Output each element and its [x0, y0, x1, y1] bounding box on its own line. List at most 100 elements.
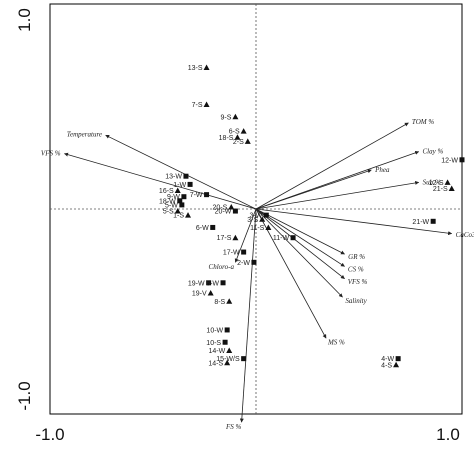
site-marker-triangle [185, 212, 192, 218]
site-label: 10-W [206, 327, 223, 334]
env-vector-arrow [255, 122, 409, 210]
env-vector-arrow [255, 208, 345, 267]
site-label: 1-W [173, 182, 186, 189]
site-marker-triangle [224, 359, 231, 366]
site-marker-triangle [174, 208, 181, 214]
site-marker-triangle [259, 216, 266, 222]
site-label: 6-S [229, 129, 240, 136]
env-vectors: TOM % Clay % Phea Sub % CaCo3 % GR % CS % VFS %… [41, 118, 474, 431]
y-tick-label: -1.0 [15, 381, 34, 410]
env-vector-arrow [255, 208, 345, 280]
site-label: 20-W [215, 209, 232, 216]
y-tick-label: 1.0 [15, 8, 34, 32]
env-vector-label: Sub % [423, 179, 441, 187]
site-label: 14-S [208, 360, 223, 367]
env-vector-label: Salinity [345, 297, 367, 305]
site-marker-triangle [203, 101, 210, 107]
env-vector-label: VFS % [41, 150, 61, 158]
env-vector-arrow [255, 180, 420, 210]
site-label: 5-W [165, 202, 178, 209]
site-label: 17-W [223, 250, 240, 257]
site-marker-square [263, 212, 269, 218]
env-vector-arrow [105, 134, 257, 210]
site-marker-square [179, 202, 185, 208]
env-vector-label: FS % [225, 423, 242, 431]
env-vector-label: VFS % [348, 278, 368, 286]
site-marker-square [181, 194, 187, 200]
env-vector-arrow [239, 208, 257, 423]
site-label: 18-W [159, 198, 176, 205]
env-vector-label: Temperature [67, 130, 102, 138]
site-label: 4-S [381, 362, 392, 369]
env-vector-arrow [64, 152, 257, 210]
site-marker-square [220, 280, 226, 286]
env-vector-arrow [255, 208, 345, 255]
env-vector-arrow [255, 208, 453, 236]
site-label: 2-W [237, 260, 250, 267]
site-label: 16-S [159, 188, 174, 195]
site-marker-square [430, 218, 436, 224]
site-marker-triangle [244, 138, 251, 144]
site-marker-triangle [265, 224, 272, 230]
site-label: 14-W [208, 348, 225, 355]
site-label: 13-S [188, 65, 203, 72]
site-marker-square [290, 235, 296, 241]
site-label: 5-S [163, 209, 174, 216]
site-points: 13-S 7-S 9-S 6-S18-S2-S 13-W1-W16-S 7-W 9-W18-… [159, 64, 465, 369]
site-marker-square [251, 259, 257, 265]
env-vector-arrow [255, 169, 372, 210]
env-vector-label: Phea [374, 166, 390, 174]
env-vector-label: GR % [348, 253, 365, 261]
site-label: 21-W [412, 219, 429, 226]
site-marker-square [210, 224, 216, 230]
site-marker-square [241, 356, 247, 362]
env-vector-label: CS % [348, 266, 364, 274]
site-label: 10-S [206, 340, 221, 347]
site-marker-square [222, 339, 228, 345]
site-marker-triangle [444, 179, 451, 185]
site-marker-triangle [234, 134, 241, 140]
env-vector-label: TOM % [412, 118, 434, 126]
site-label: 12-W [441, 157, 458, 164]
site-label: 2-S [233, 139, 244, 146]
site-marker-square [183, 173, 189, 179]
site-label: 3-W [249, 213, 262, 220]
site-marker-triangle [240, 128, 247, 134]
site-label: 1-S [173, 213, 184, 220]
site-marker-triangle [226, 347, 233, 353]
site-marker-square [232, 208, 238, 214]
x-tick-label: -1.0 [35, 425, 64, 444]
env-vector-arrow [255, 208, 343, 298]
axis-ticks: -1.0 1.0 -1.0 1.0 [15, 8, 460, 444]
x-tick-label: 1.0 [436, 425, 460, 444]
site-marker-triangle [228, 203, 235, 210]
site-label: 8-S [214, 299, 225, 306]
site-marker-triangle [174, 187, 181, 194]
env-vector-arrow [234, 208, 257, 263]
site-label: 3-S [247, 217, 258, 224]
site-label: 20-S [212, 204, 227, 211]
site-marker-triangle [393, 361, 400, 368]
site-marker-triangle [232, 234, 239, 241]
env-vector-label: Chloro-a [209, 263, 235, 271]
env-vector-label: MS % [327, 339, 345, 347]
site-label: 6-W [196, 225, 209, 232]
env-vector-label: Clay % [423, 147, 444, 155]
site-label: 11-S [250, 225, 265, 232]
site-label: 19-W [188, 280, 205, 287]
site-marker-triangle [226, 298, 233, 304]
site-label: 21-S [433, 186, 448, 193]
site-label: 18-S [219, 135, 234, 142]
site-label: 12-S [429, 180, 444, 187]
site-marker-square [177, 198, 183, 204]
env-vector-arrow [255, 208, 327, 339]
site-label: 9-S [220, 114, 231, 121]
site-label: 19-V [192, 291, 207, 298]
site-label: 7-S [192, 102, 203, 109]
site-marker-square [204, 192, 210, 198]
site-label: 11-W [273, 235, 290, 242]
site-marker-triangle [232, 113, 239, 120]
site-marker-triangle [448, 185, 455, 191]
site-marker-square [224, 327, 230, 333]
